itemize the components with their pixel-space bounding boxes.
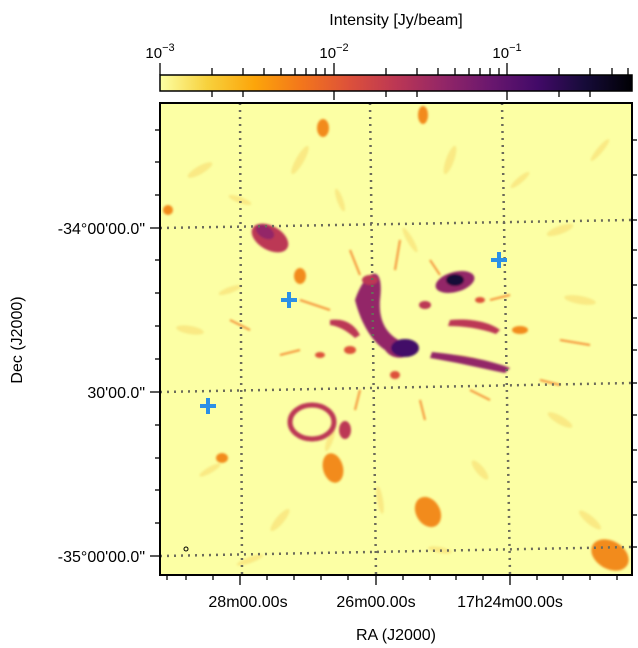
x-tick-label: 17h24m00.00s bbox=[457, 594, 563, 611]
colorbar bbox=[159, 74, 633, 92]
y-tick-label: -35°00'00.0" bbox=[58, 549, 145, 566]
beam-marker bbox=[183, 546, 189, 552]
colorbar-tick-label-1e-3: 10−3 bbox=[145, 42, 174, 62]
marker-plus bbox=[200, 398, 216, 414]
x-axis-label: RA (J2000) bbox=[356, 627, 436, 644]
y-tick-label: 30'00.0" bbox=[87, 385, 145, 402]
colorbar-ticks bbox=[159, 63, 629, 100]
colorbar-tick-labels: 10−3 10−2 10−1 bbox=[145, 42, 521, 62]
axis-ticks bbox=[150, 129, 637, 585]
filaments bbox=[229, 239, 591, 421]
colorbar-tick-label-1e-2: 10−2 bbox=[319, 42, 348, 62]
x-tick-label: 26m00.00s bbox=[336, 594, 415, 611]
marker-plus bbox=[491, 252, 507, 268]
compact-sources bbox=[163, 106, 629, 571]
y-tick-label: -34°00'00.0" bbox=[58, 221, 145, 238]
x-tick-label: 28m00.00s bbox=[208, 594, 287, 611]
diffuse-emission bbox=[176, 139, 610, 566]
colorbar-tick-label-1e-1: 10−1 bbox=[492, 42, 521, 62]
map-frame bbox=[159, 102, 633, 576]
source-markers bbox=[200, 252, 507, 414]
intensity-map bbox=[160, 103, 632, 575]
extended-sources bbox=[251, 223, 510, 442]
colorbar-label: Intensity [Jy/beam] bbox=[329, 12, 462, 29]
y-axis-label: Dec (J2000) bbox=[9, 296, 26, 383]
coordinate-grid bbox=[160, 103, 632, 575]
marker-plus bbox=[281, 292, 297, 308]
